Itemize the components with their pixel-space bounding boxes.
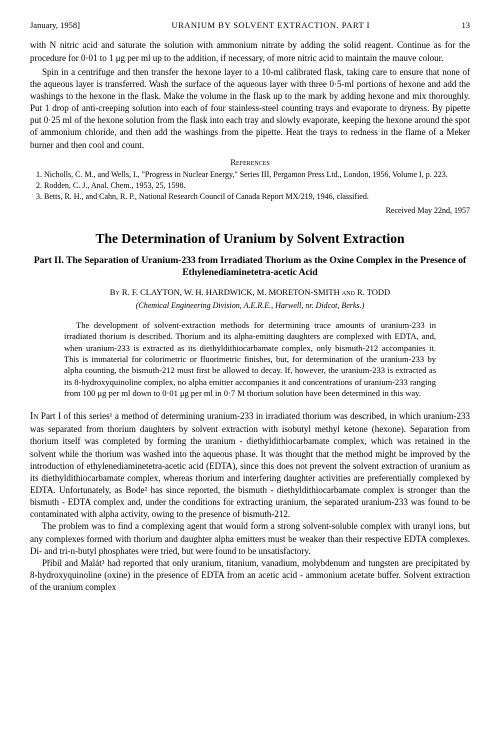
intro-paragraph-2: The problem was to find a complexing age… [30, 520, 470, 556]
carryover-paragraph-2: Spin in a centrifuge and then transfer t… [30, 66, 470, 151]
carryover-paragraph-1: with N nitric acid and saturate the solu… [30, 39, 470, 63]
received-date: Received May 22nd, 1957 [30, 206, 470, 217]
reference-2: 2. Rodden, C. J., Anal. Chem., 1953, 25,… [48, 181, 470, 192]
page-number: 13 [462, 20, 471, 31]
running-title: URANIUM BY SOLVENT EXTRACTION. PART I [171, 20, 370, 31]
reference-3: 3. Betts, R. H., and Cahn, R. P., Nation… [48, 192, 470, 203]
paper-abstract: The development of solvent-extraction me… [64, 320, 436, 400]
paper-authors: By R. F. CLAYTON, W. H. HARDWICK, M. MOR… [30, 287, 470, 298]
reference-1: 1. Nicholls, C. M., and Wells, I., "Prog… [48, 170, 470, 181]
header-date: January, 1958] [30, 20, 80, 31]
paper-title: The Determination of Uranium by Solvent … [30, 230, 470, 248]
author-names: By R. F. CLAYTON, W. H. HARDWICK, M. MOR… [110, 287, 390, 297]
intro-p1-text: Part I of this series¹ a method of deter… [30, 411, 470, 519]
page-header: January, 1958] URANIUM BY SOLVENT EXTRAC… [30, 20, 470, 31]
references-heading: References [30, 157, 470, 168]
intro-paragraph-1: In Part I of this series¹ a method of de… [30, 410, 470, 521]
paper-affiliation: (Chemical Engineering Division, A.E.R.E.… [30, 301, 470, 312]
intro-paragraph-3: Přibil and Malát³ had reported that only… [30, 557, 470, 593]
paper-subtitle: Part II. The Separation of Uranium-233 f… [30, 255, 470, 280]
